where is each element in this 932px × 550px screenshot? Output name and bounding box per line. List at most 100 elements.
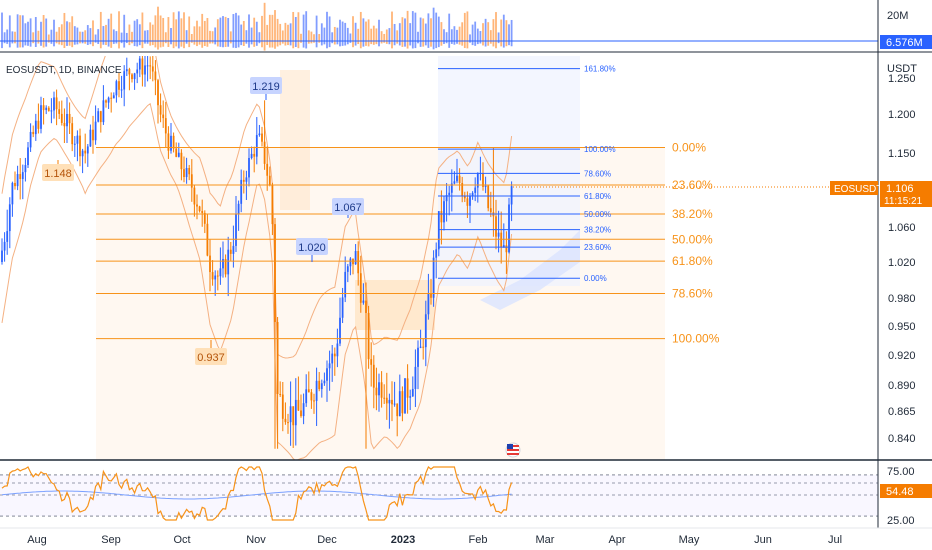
main-background-layer xyxy=(1,56,665,460)
candle-body xyxy=(266,163,269,176)
candle-body xyxy=(476,173,479,188)
volume-bar xyxy=(99,11,102,49)
price-tick-label: 1.150 xyxy=(888,148,916,160)
price-tick-label: 0.980 xyxy=(888,293,916,305)
candle-body xyxy=(409,396,412,398)
volume-bar xyxy=(502,14,505,48)
volume-bar xyxy=(443,29,445,44)
volume-bar xyxy=(437,16,440,48)
countdown-value: 11:15:21 xyxy=(884,196,923,207)
volume-bar xyxy=(170,27,172,45)
candle-body xyxy=(458,175,461,184)
candle-body xyxy=(235,213,237,246)
volume-bar xyxy=(201,13,204,48)
volume-bar xyxy=(417,31,419,44)
time-tick-label: Oct xyxy=(173,534,190,546)
volume-bar xyxy=(232,14,235,48)
candle-body xyxy=(500,232,503,248)
candle-body xyxy=(440,211,443,223)
volume-tag: 6.576M xyxy=(880,35,932,49)
volume-bar xyxy=(94,34,97,43)
time-axis[interactable]: Aug Sep Oct Nov Dec 2023 Feb Mar Apr May Jun Jul xyxy=(27,534,842,546)
volume-bar xyxy=(495,12,497,49)
candle-body xyxy=(29,131,32,148)
volume-bar xyxy=(375,28,378,45)
fib-level-label: 78.60% xyxy=(672,287,713,301)
volume-bar xyxy=(279,23,282,46)
candle-body xyxy=(406,378,409,398)
candle-body xyxy=(323,380,326,384)
candle-body xyxy=(315,380,318,401)
volume-bar xyxy=(248,14,250,48)
volume-bar xyxy=(1,12,3,49)
volume-bar xyxy=(287,24,289,46)
price-callout-label: 1.219 xyxy=(252,81,280,93)
volume-bar xyxy=(354,22,357,46)
time-tick-label: Nov xyxy=(246,534,266,546)
candle-body xyxy=(307,389,310,393)
volume-bar xyxy=(125,32,128,44)
volume-bar xyxy=(102,26,105,45)
candle-body xyxy=(432,257,435,298)
volume-bar xyxy=(92,20,94,47)
candle-body xyxy=(487,185,490,209)
candle-body xyxy=(328,363,331,369)
volume-bar xyxy=(367,19,370,47)
volume-bar xyxy=(385,29,388,44)
volume-bar xyxy=(136,19,139,47)
volume-bar xyxy=(97,29,100,44)
fib-small-label: 38.20% xyxy=(584,226,611,235)
volume-bar xyxy=(105,24,107,46)
rsi-ma-line xyxy=(1,490,512,500)
volume-bar xyxy=(479,31,482,44)
volume-bar xyxy=(469,34,471,43)
volume-bar xyxy=(419,17,422,47)
candle-body xyxy=(222,259,224,269)
candle-body xyxy=(47,107,50,111)
price-tick-label: 1.200 xyxy=(888,109,916,121)
volume-bar xyxy=(245,30,248,44)
candle-body xyxy=(318,380,321,390)
candle-body xyxy=(510,186,513,205)
price-callout-box xyxy=(332,198,364,215)
candle-body xyxy=(497,232,500,237)
volume-bar xyxy=(310,31,313,44)
price-axis[interactable]: 1.2501.2001.1501.1001.0601.0200.9800.950… xyxy=(888,73,916,445)
volume-bar xyxy=(198,26,201,45)
volume-bar xyxy=(255,21,258,46)
volume-current-value: 6.576M xyxy=(886,37,923,49)
fib-level-label: 23.60% xyxy=(672,178,713,192)
volume-bar xyxy=(11,31,14,44)
volume-bar xyxy=(492,19,495,47)
volume-bar xyxy=(500,19,503,47)
candle-body xyxy=(86,146,89,154)
volume-bar xyxy=(79,31,81,44)
volume-bar xyxy=(497,32,500,44)
price-tick-label: 1.020 xyxy=(888,257,916,269)
volume-bar xyxy=(151,24,154,46)
volume-bar xyxy=(396,30,399,44)
price-callout-label: 1.067 xyxy=(334,202,362,214)
candle-body xyxy=(237,203,240,214)
candle-body xyxy=(1,250,3,262)
candle-body xyxy=(183,169,185,178)
candle-body xyxy=(99,111,102,123)
candle-body xyxy=(167,133,170,151)
candle-body xyxy=(320,383,323,390)
volume-bar xyxy=(404,18,406,47)
fib-small-label: 78.60% xyxy=(584,169,611,178)
volume-bar xyxy=(289,23,292,46)
candle-body xyxy=(359,273,362,303)
candle-body xyxy=(138,58,141,70)
candle-body xyxy=(302,403,305,417)
time-tick-label: Jul xyxy=(828,534,842,546)
candle-body xyxy=(89,129,92,147)
candle-body xyxy=(253,153,256,157)
candle-body xyxy=(84,150,87,154)
volume-bar xyxy=(118,11,120,49)
volume-bar xyxy=(37,30,40,44)
volume-bar xyxy=(123,14,126,48)
candle-body xyxy=(14,182,16,187)
price-tick-label: 0.840 xyxy=(888,433,916,445)
us-flag-icon[interactable] xyxy=(505,442,521,458)
